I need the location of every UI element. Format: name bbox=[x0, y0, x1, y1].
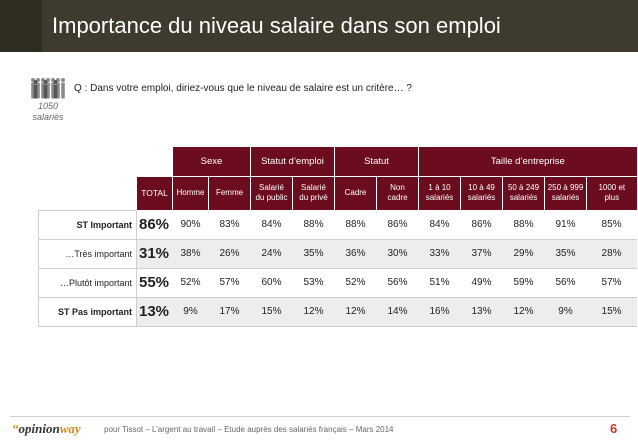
table-cell: 30% bbox=[376, 239, 419, 269]
table-cell: 51% bbox=[418, 268, 461, 298]
table-row: ST Important 86% 90% 83% 84% 88% 88% 86%… bbox=[38, 209, 637, 240]
table-cell: 49% bbox=[460, 268, 503, 298]
row-total-value: 31% bbox=[136, 239, 173, 269]
col-taille-250-999: 250 à 999 salariés bbox=[544, 175, 587, 210]
table-cell: 35% bbox=[544, 239, 587, 269]
page-title: Importance du niveau salaire dans son em… bbox=[52, 13, 501, 38]
table-cell: 57% bbox=[586, 268, 637, 298]
col-salarie-public: Salarié du public bbox=[250, 175, 293, 210]
table-cell: 86% bbox=[376, 210, 419, 240]
sample-size: 1050 bbox=[37, 101, 59, 111]
title-accent-block bbox=[0, 0, 42, 52]
table-cell: 59% bbox=[502, 268, 545, 298]
col-taille-10-49: 10 à 49 salariés bbox=[460, 175, 503, 210]
table-cell: 28% bbox=[586, 239, 637, 269]
table-cell: 29% bbox=[502, 239, 545, 269]
table-cell: 53% bbox=[292, 268, 335, 298]
col-total: TOTAL bbox=[136, 175, 173, 210]
results-table: Sexe Statut d’emploi Statut Taille d’ent… bbox=[38, 147, 637, 327]
table-cell: 60% bbox=[250, 268, 293, 298]
table-cell: 12% bbox=[502, 297, 545, 327]
table-cell: 12% bbox=[292, 297, 335, 327]
sample-unit: salariés bbox=[32, 112, 64, 122]
col-taille-50-249: 50 à 249 salariés bbox=[502, 175, 545, 210]
table-cell: 52% bbox=[334, 268, 377, 298]
table-cell: 15% bbox=[250, 297, 293, 327]
table-cell: 84% bbox=[418, 210, 461, 240]
table-cell: 90% bbox=[172, 210, 209, 240]
col-taille-1-10: 1 à 10 salariés bbox=[418, 175, 461, 210]
footer-divider bbox=[10, 416, 630, 417]
table-cell: 37% bbox=[460, 239, 503, 269]
row-label: …Plutôt important bbox=[38, 267, 137, 298]
table-cell: 86% bbox=[460, 210, 503, 240]
table-cell: 57% bbox=[208, 268, 251, 298]
table-cell: 88% bbox=[334, 210, 377, 240]
row-total-value: 86% bbox=[136, 210, 173, 240]
group-taille-entreprise: Taille d’entreprise bbox=[418, 147, 637, 176]
table-cell: 88% bbox=[292, 210, 335, 240]
table-cell: 83% bbox=[208, 210, 251, 240]
people-group-icon bbox=[31, 78, 65, 99]
table-cell: 16% bbox=[418, 297, 461, 327]
footer-source-text: pour Tissot – L’argent au travail – Etud… bbox=[104, 425, 394, 434]
table-row: …Très important 31% 38% 26% 24% 35% 36% … bbox=[38, 238, 637, 269]
group-sexe: Sexe bbox=[172, 147, 251, 176]
table-cell: 15% bbox=[586, 297, 637, 327]
group-header-row: Sexe Statut d’emploi Statut Taille d’ent… bbox=[39, 147, 637, 176]
col-femme: Femme bbox=[208, 175, 251, 210]
table-cell: 56% bbox=[544, 268, 587, 298]
row-label: …Très important bbox=[38, 238, 137, 269]
table-cell: 84% bbox=[250, 210, 293, 240]
table-cell: 9% bbox=[544, 297, 587, 327]
table-cell: 52% bbox=[172, 268, 209, 298]
table-row: …Plutôt important 55% 52% 57% 60% 53% 52… bbox=[38, 267, 637, 298]
title-bar: Importance du niveau salaire dans son em… bbox=[0, 0, 638, 52]
col-homme: Homme bbox=[172, 175, 209, 210]
table-cell: 91% bbox=[544, 210, 587, 240]
table-cell: 35% bbox=[292, 239, 335, 269]
col-salarie-prive: Salarié du privé bbox=[292, 175, 335, 210]
row-label: ST Pas important bbox=[38, 296, 137, 327]
table-cell: 17% bbox=[208, 297, 251, 327]
col-non-cadre: Non cadre bbox=[375, 175, 419, 210]
table-cell: 13% bbox=[460, 297, 503, 327]
survey-question: Q : Dans votre emploi, diriez-vous que l… bbox=[74, 83, 412, 94]
row-total-value: 13% bbox=[136, 297, 173, 327]
table-cell: 38% bbox=[172, 239, 209, 269]
table-cell: 88% bbox=[502, 210, 545, 240]
table-cell: 12% bbox=[334, 297, 377, 327]
opinionway-logo: “opinionway bbox=[12, 421, 81, 436]
column-header-row: TOTAL Homme Femme Salarié du public Salar… bbox=[39, 175, 637, 210]
table-row: ST Pas important 13% 9% 17% 15% 12% 12% … bbox=[38, 296, 637, 327]
table-cell: 14% bbox=[376, 297, 419, 327]
page-number: 6 bbox=[610, 421, 618, 436]
table-cell: 33% bbox=[418, 239, 461, 269]
table-cell: 85% bbox=[586, 210, 637, 240]
col-taille-1000-plus: 1000 et plus bbox=[586, 175, 637, 210]
row-label: ST Important bbox=[38, 209, 137, 240]
row-total-value: 55% bbox=[136, 268, 173, 298]
table-cell: 36% bbox=[334, 239, 377, 269]
group-statut: Statut bbox=[333, 147, 419, 176]
table-cell: 24% bbox=[250, 239, 293, 269]
col-cadre: Cadre bbox=[334, 175, 377, 210]
group-statut-emploi: Statut d’emploi bbox=[250, 147, 335, 176]
table-cell: 26% bbox=[208, 239, 251, 269]
table-cell: 9% bbox=[172, 297, 209, 327]
table-cell: 56% bbox=[376, 268, 419, 298]
